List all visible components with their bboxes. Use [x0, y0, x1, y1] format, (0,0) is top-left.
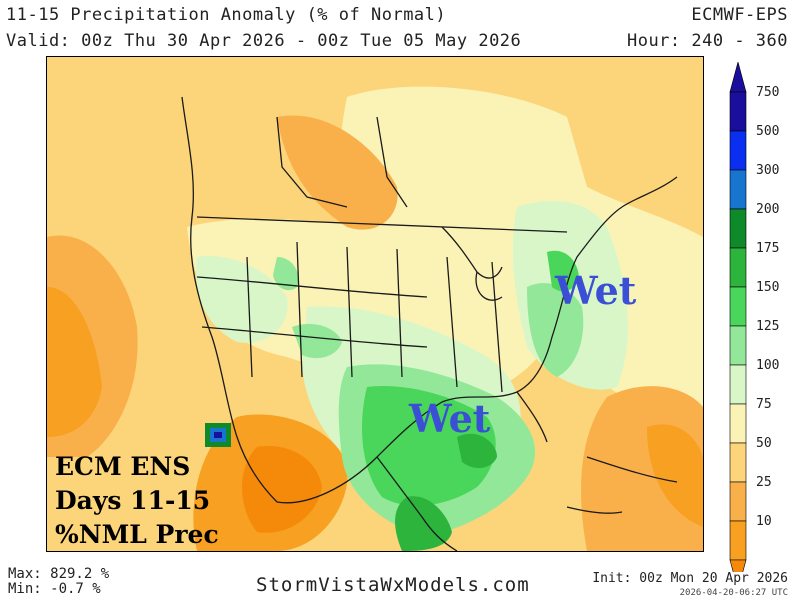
map-label-line-3: %NML Prec	[55, 520, 219, 549]
colorbar-top-arrow	[729, 60, 747, 93]
colorbar-swatch	[729, 403, 747, 444]
init-time: Init: 00z Mon 20 Apr 2026	[592, 571, 788, 586]
map-label-line-2: Days 11-15	[55, 486, 210, 515]
colorbar-tick-label: 150	[756, 280, 779, 295]
colorbar-swatch	[729, 364, 747, 405]
colorbar-tick-label: 50	[756, 436, 772, 451]
colorbar-tick-label: 300	[756, 163, 779, 178]
valid-time: Valid: 00z Thu 30 Apr 2026 - 00z Tue 05 …	[6, 31, 522, 51]
colorbar-tick-label: 175	[756, 241, 779, 256]
precip-anomaly-map: Wet Wet ECM ENS Days 11-15 %NML Prec	[46, 56, 704, 552]
forecast-hour: Hour: 240 - 360	[626, 31, 788, 51]
colorbar-swatch	[729, 481, 747, 522]
colorbar-swatch	[729, 208, 747, 249]
colorbar-swatch	[729, 520, 747, 561]
colorbar-tick-label: 25	[756, 475, 772, 490]
colorbar: 750 500 300 200 175 150 125 100 75 50 25 10	[728, 60, 788, 592]
max-value: Max: 829.2 %	[8, 566, 110, 582]
wet-annotation-south: Wet	[408, 396, 491, 441]
colorbar-tick-label: 10	[756, 514, 772, 529]
colorbar-swatch	[729, 325, 747, 366]
colorbar-tick-label: 500	[756, 124, 779, 139]
site-name: StormVistaWxModels.com	[256, 574, 530, 596]
map-label-line-1: ECM ENS	[55, 452, 190, 481]
model-name: ECMWF-EPS	[691, 5, 788, 25]
generated-time: 2026-04-20-06:27 UTC	[679, 588, 788, 598]
colorbar-tick-label: 200	[756, 202, 779, 217]
chart-title: 11-15 Precipitation Anomaly (% of Normal…	[6, 5, 447, 25]
colorbar-swatch	[729, 91, 747, 132]
colorbar-swatch	[729, 247, 747, 288]
colorbar-tick-label: 125	[756, 319, 779, 334]
colorbar-swatch	[729, 442, 747, 483]
colorbar-swatch	[729, 169, 747, 210]
colorbar-graphic: 750 500 300 200 175 150 125 100 75 50 25 10	[729, 60, 779, 592]
colorbar-tick-label: 75	[756, 397, 772, 412]
colorbar-swatch	[729, 130, 747, 171]
colorbar-tick-label: 750	[756, 85, 779, 100]
colorbar-tick-label: 100	[756, 358, 779, 373]
colorbar-swatch	[729, 286, 747, 327]
min-value: Min: -0.7 %	[8, 581, 101, 597]
wet-annotation-east: Wet	[554, 268, 637, 313]
